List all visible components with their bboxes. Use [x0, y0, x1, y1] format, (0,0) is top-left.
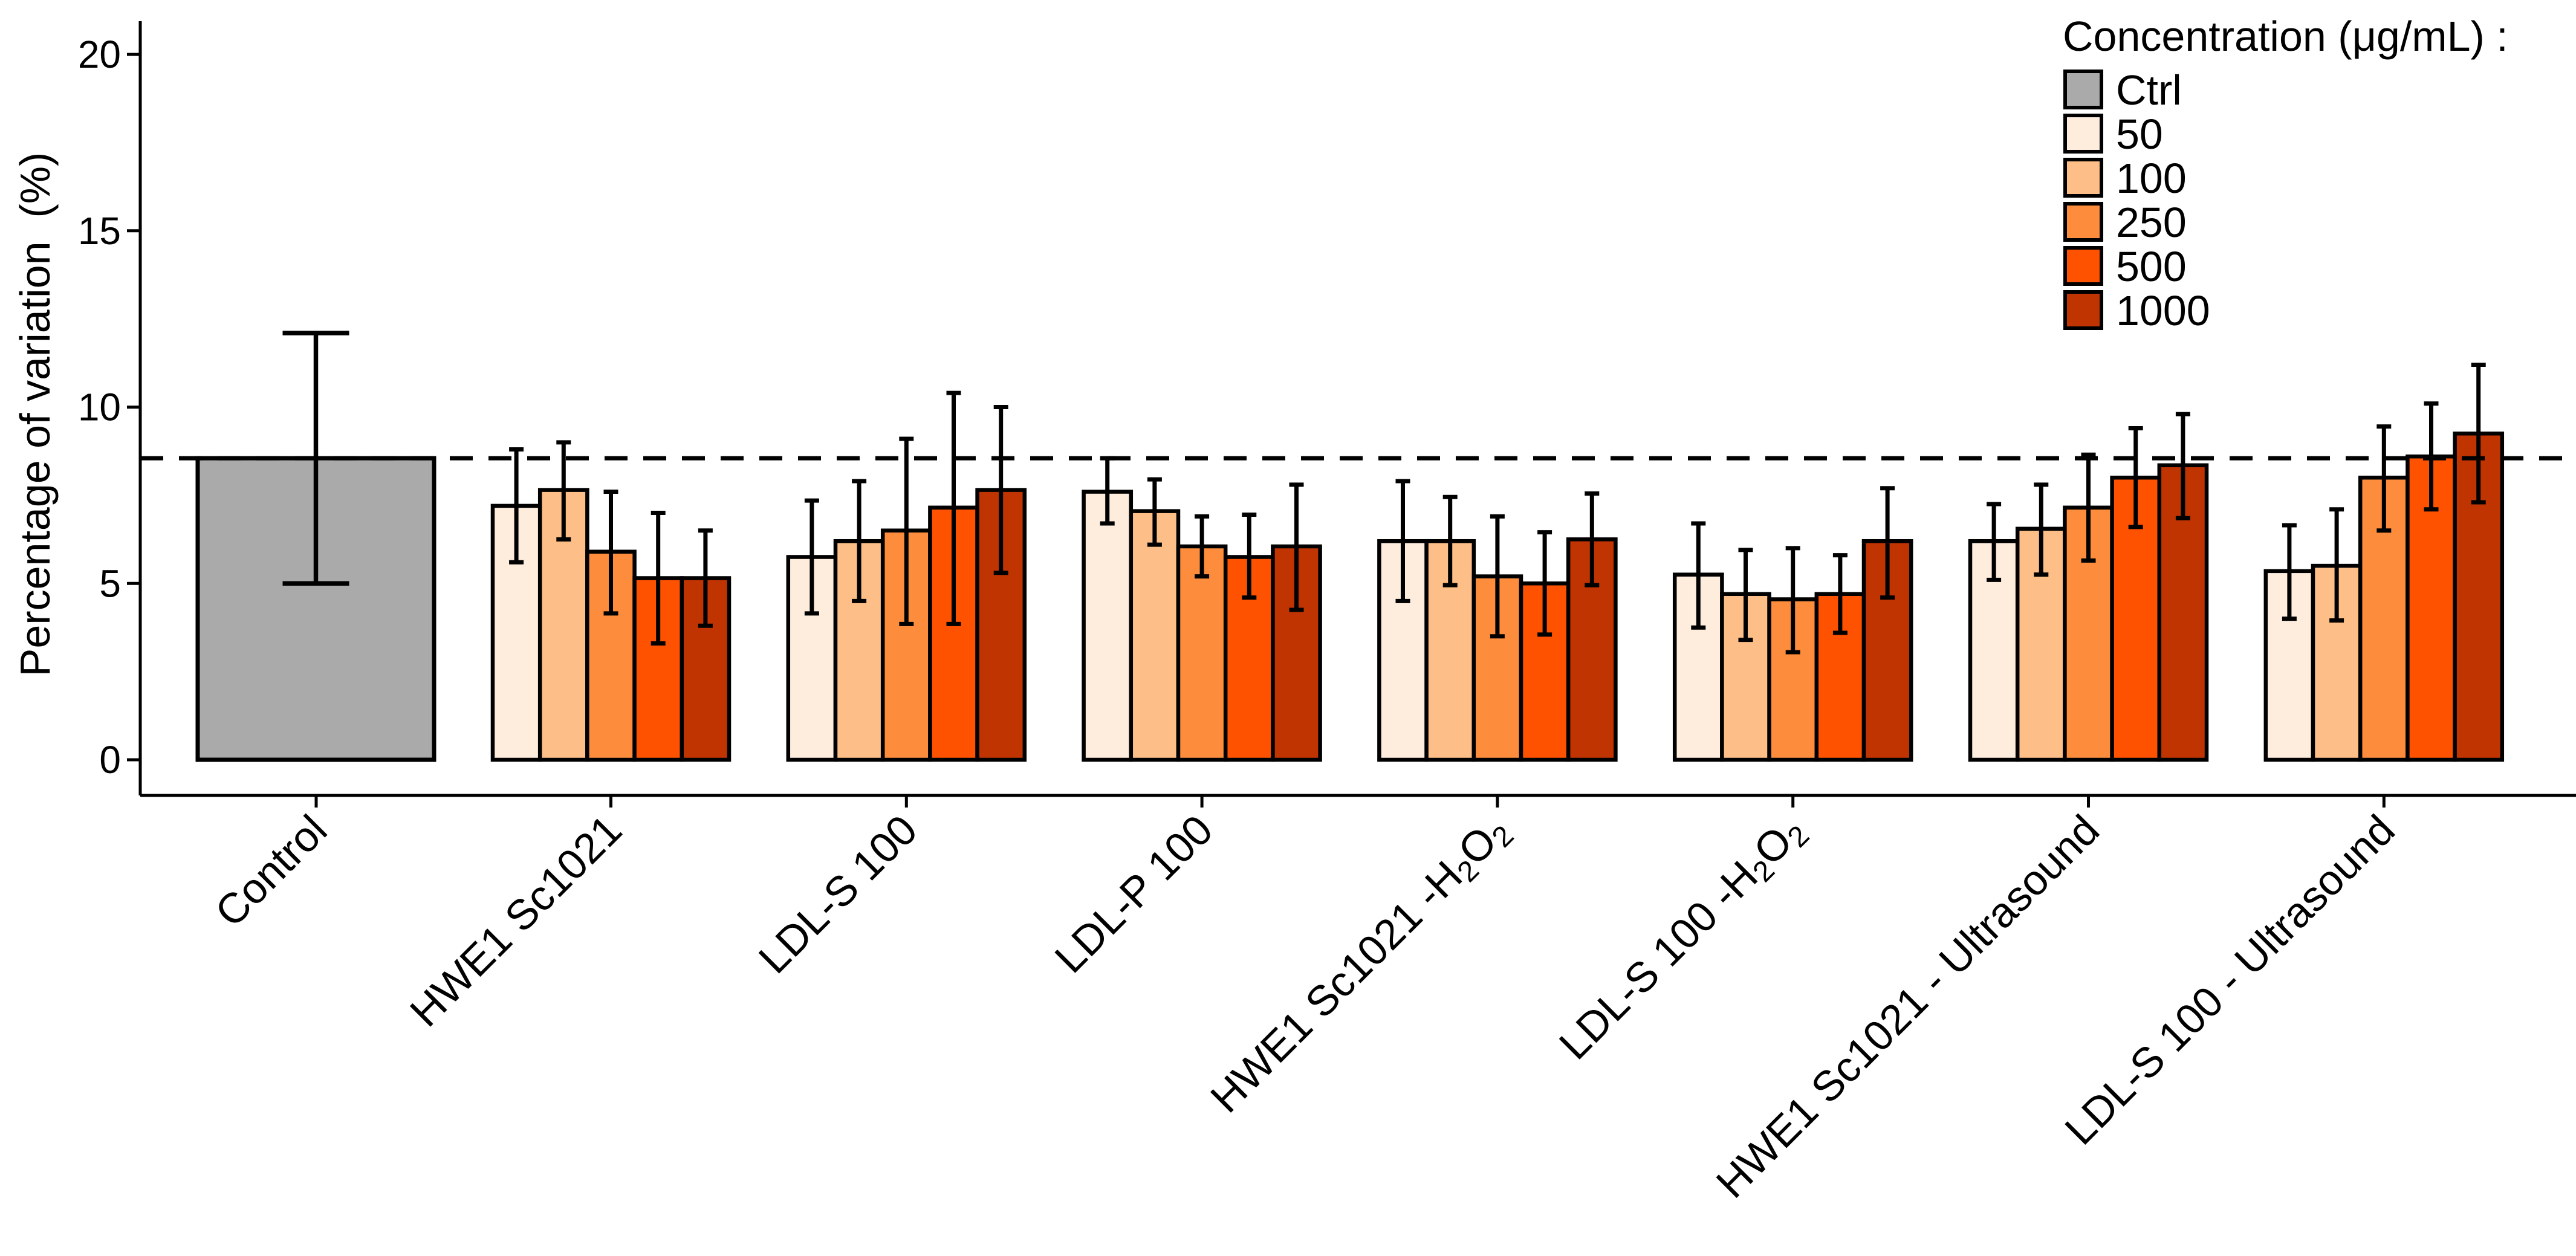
error-bar-250 — [1490, 514, 1505, 639]
error-bar-1000 — [2175, 412, 2190, 520]
error-bar-100 — [1442, 494, 1458, 588]
legend-swatch — [2063, 202, 2103, 242]
error-bar-250 — [2081, 452, 2096, 563]
error-bar-1000 — [1880, 486, 1895, 600]
error-bar-500 — [650, 511, 666, 646]
legend-swatch — [2063, 114, 2103, 154]
error-bar-1000 — [1585, 491, 1600, 588]
y-axis-title: Percentage of variation (%) — [11, 152, 59, 677]
legend-swatch — [2063, 290, 2103, 330]
error-bar-control — [282, 331, 349, 586]
legend-label: 100 — [2116, 155, 2187, 202]
legend-swatch — [2063, 246, 2103, 286]
y-tick-label: 10 — [78, 386, 121, 429]
error-bar-250 — [1785, 546, 1800, 655]
bar-100 — [1129, 509, 1181, 762]
bar-50 — [1082, 490, 1134, 762]
error-bar-1000 — [1289, 482, 1304, 612]
legend-item: 500 — [2063, 243, 2187, 290]
x-tick-label: HWE1 Sc1021 -H2O2 — [1201, 806, 1520, 1124]
legend-item: 50 — [2063, 111, 2163, 158]
error-bar-500 — [1832, 553, 1848, 635]
error-bar-100 — [2034, 482, 2049, 577]
legend-label: Ctrl — [2116, 66, 2182, 114]
error-bar-500 — [1242, 512, 1257, 600]
bar-250 — [1471, 574, 1523, 762]
error-bar-100 — [556, 440, 571, 542]
error-bar-1000 — [698, 528, 713, 628]
legend-label: 1000 — [2116, 287, 2210, 334]
error-bar-50 — [804, 498, 819, 616]
bars-layer — [195, 432, 2505, 762]
x-tick-label: HWE1 Sc1021 — [401, 806, 631, 1035]
y-tick-label: 15 — [78, 209, 121, 253]
error-bar-100 — [852, 479, 867, 603]
bar-250 — [880, 528, 932, 762]
error-bar-500 — [2424, 401, 2439, 512]
y-tick-label: 5 — [99, 562, 121, 605]
error-bars-layer — [282, 331, 2486, 655]
x-tick-label: LDL-S 100 -H2O2 — [1550, 806, 1815, 1071]
legend-swatch — [2063, 158, 2103, 198]
error-bar-250 — [2376, 424, 2392, 533]
legend-item: 1000 — [2063, 287, 2210, 334]
error-bar-50 — [1100, 456, 1115, 526]
legend-label: 500 — [2116, 243, 2187, 290]
legend: Concentration (μg/mL) : Ctrl5010025050010… — [2063, 13, 2508, 334]
x-tick-label: LDL-S 100 - Ultrasound — [2056, 806, 2404, 1153]
error-bar-250 — [1195, 514, 1210, 579]
error-bar-500 — [1537, 530, 1552, 637]
error-bar-500 — [2128, 426, 2143, 529]
bar-500 — [1223, 555, 1275, 762]
legend-swatch — [2063, 70, 2103, 109]
error-bar-500 — [946, 390, 961, 626]
legend-item: Ctrl — [2063, 66, 2182, 114]
legend-title: Concentration (μg/mL) : — [2063, 13, 2508, 60]
error-bar-100 — [2329, 507, 2344, 623]
legend-label: 50 — [2116, 111, 2163, 158]
error-bar-50 — [1395, 479, 1410, 603]
legend-item: 250 — [2063, 199, 2187, 246]
x-tick-label: LDL-S 100 — [750, 806, 926, 982]
y-tick-label: 20 — [78, 33, 121, 76]
error-bar-100 — [1147, 477, 1162, 547]
error-bar-250 — [899, 436, 914, 626]
error-bar-50 — [1691, 521, 1706, 630]
error-bar-1000 — [993, 405, 1008, 575]
legend-item: 100 — [2063, 155, 2187, 202]
error-bar-1000 — [2471, 362, 2486, 505]
error-bar-50 — [1987, 502, 2002, 582]
x-tick-label: Control — [206, 806, 336, 936]
bar-250 — [1176, 544, 1228, 762]
error-bar-100 — [1738, 548, 1753, 643]
error-bar-50 — [2282, 523, 2297, 621]
error-bar-50 — [509, 447, 524, 565]
error-bar-250 — [603, 490, 618, 616]
y-tick-label: 0 — [99, 738, 121, 782]
x-tick-label: LDL-P 100 — [1046, 806, 1222, 982]
legend-label: 250 — [2116, 199, 2187, 246]
